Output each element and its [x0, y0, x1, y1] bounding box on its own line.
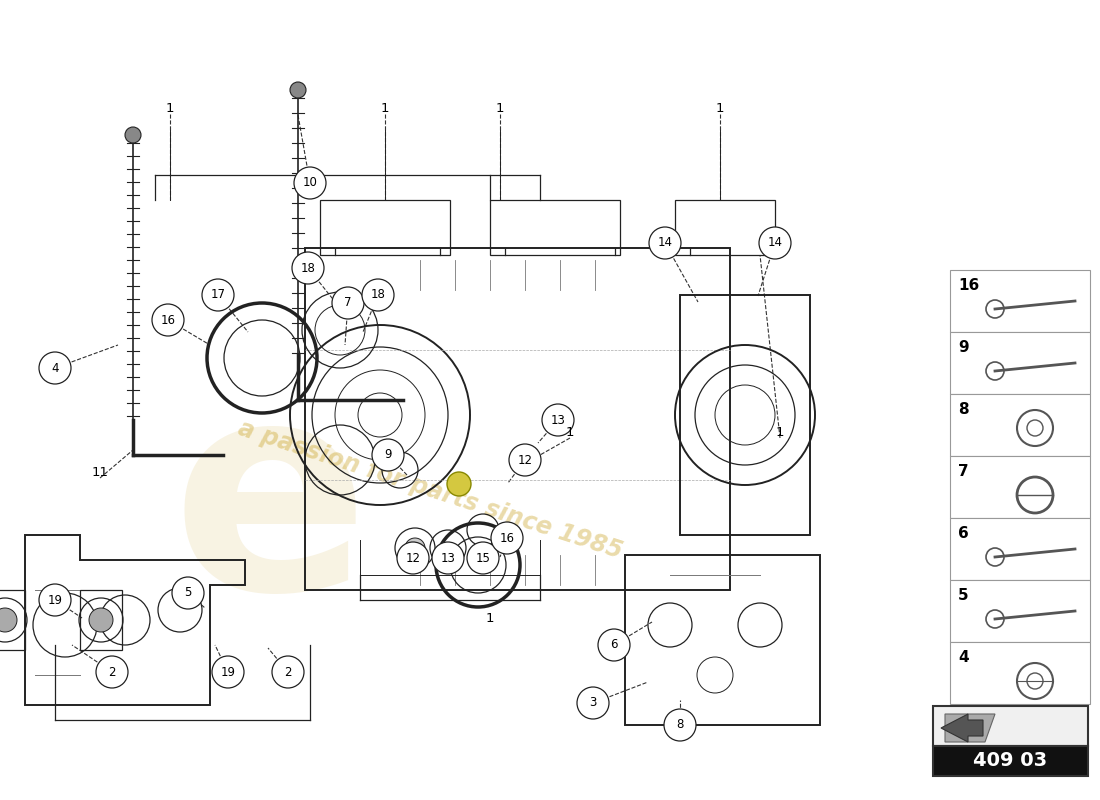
Text: 7: 7: [958, 465, 969, 479]
Text: 13: 13: [551, 414, 565, 426]
Text: 14: 14: [658, 237, 672, 250]
Text: 12: 12: [406, 551, 420, 565]
Text: 16: 16: [499, 531, 515, 545]
Text: 1: 1: [166, 102, 174, 114]
Circle shape: [39, 352, 72, 384]
Circle shape: [290, 82, 306, 98]
Circle shape: [447, 472, 471, 496]
Circle shape: [397, 542, 429, 574]
Text: 9: 9: [958, 341, 969, 355]
Text: 4: 4: [958, 650, 969, 666]
Text: 2: 2: [108, 666, 115, 678]
Bar: [933, 706, 1088, 746]
Bar: [950, 270, 1090, 332]
Text: 10: 10: [302, 177, 318, 190]
Text: a passion for parts since 1985: a passion for parts since 1985: [234, 416, 625, 564]
Circle shape: [509, 444, 541, 476]
Bar: [950, 456, 1090, 518]
Polygon shape: [945, 714, 996, 742]
Text: 7: 7: [344, 297, 352, 310]
Text: 4: 4: [52, 362, 58, 374]
Polygon shape: [940, 714, 983, 742]
Text: 2: 2: [284, 666, 292, 678]
Text: 8: 8: [958, 402, 969, 418]
Text: 1: 1: [496, 102, 504, 114]
Text: 16: 16: [958, 278, 979, 294]
Circle shape: [294, 167, 326, 199]
Bar: [950, 332, 1090, 394]
Circle shape: [468, 542, 499, 574]
Circle shape: [0, 608, 16, 632]
Text: 3: 3: [590, 697, 596, 710]
Circle shape: [578, 687, 609, 719]
Text: 1: 1: [486, 611, 494, 625]
Text: 5: 5: [958, 589, 969, 603]
Text: 1: 1: [776, 426, 784, 438]
Text: 1: 1: [716, 102, 724, 114]
Circle shape: [649, 227, 681, 259]
Circle shape: [491, 522, 522, 554]
Bar: [305, 248, 730, 590]
Circle shape: [172, 577, 204, 609]
Bar: [625, 555, 820, 725]
Text: 5: 5: [185, 586, 191, 599]
Text: 6: 6: [610, 638, 618, 651]
Circle shape: [212, 656, 244, 688]
Text: 19: 19: [220, 666, 235, 678]
Text: 18: 18: [371, 289, 385, 302]
Bar: [950, 518, 1090, 580]
Bar: [950, 642, 1090, 704]
Circle shape: [542, 404, 574, 436]
Circle shape: [292, 252, 324, 284]
Bar: [933, 746, 1088, 776]
Text: 1: 1: [381, 102, 389, 114]
Circle shape: [202, 279, 234, 311]
Text: 16: 16: [161, 314, 176, 326]
Bar: [950, 394, 1090, 456]
Text: 17: 17: [210, 289, 225, 302]
Bar: [320, 200, 450, 255]
Text: e: e: [172, 369, 368, 651]
Circle shape: [152, 304, 184, 336]
Bar: [490, 200, 620, 255]
Circle shape: [405, 538, 425, 558]
Text: 6: 6: [958, 526, 969, 542]
Circle shape: [332, 287, 364, 319]
Circle shape: [759, 227, 791, 259]
Circle shape: [664, 709, 696, 741]
Text: 14: 14: [768, 237, 782, 250]
Text: 15: 15: [475, 551, 491, 565]
Text: 12: 12: [517, 454, 532, 466]
Circle shape: [432, 542, 464, 574]
Circle shape: [89, 608, 113, 632]
Text: 11: 11: [91, 466, 109, 478]
Circle shape: [39, 584, 72, 616]
Bar: [675, 200, 776, 255]
Bar: [950, 580, 1090, 642]
Bar: [680, 295, 810, 535]
Bar: [0, 590, 25, 650]
Bar: [80, 590, 122, 650]
Text: 9: 9: [384, 449, 392, 462]
Text: 18: 18: [300, 262, 316, 274]
Text: 1: 1: [565, 426, 574, 438]
Circle shape: [96, 656, 128, 688]
Circle shape: [362, 279, 394, 311]
Text: 8: 8: [676, 718, 684, 731]
Circle shape: [125, 127, 141, 143]
Text: 19: 19: [47, 594, 63, 606]
Circle shape: [372, 439, 404, 471]
Text: 409 03: 409 03: [974, 751, 1047, 770]
Circle shape: [272, 656, 304, 688]
Circle shape: [598, 629, 630, 661]
Text: 13: 13: [441, 551, 455, 565]
